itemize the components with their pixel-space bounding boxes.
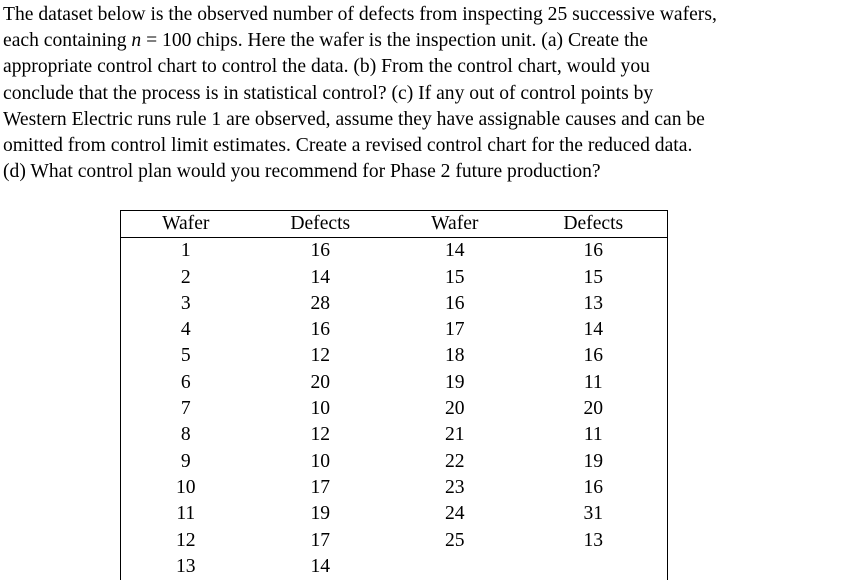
column-header-defects-2: Defects <box>519 210 668 239</box>
cell-defects-2 <box>520 554 668 580</box>
problem-line-2: each containing n = 100 chips. Here the … <box>3 28 839 54</box>
cell-defects-2: 13 <box>583 529 604 551</box>
cell-wafer: 4 <box>180 319 191 341</box>
column-header-wafer: Wafer <box>120 210 251 239</box>
cell-defects-2: 16 <box>583 240 604 262</box>
problem-line-6: omitted from control limit estimates. Cr… <box>3 135 693 157</box>
table-row: 11 19 24 31 <box>121 501 668 527</box>
cell-defects: 16 <box>310 240 331 262</box>
problem-line-2-start: each containing <box>3 30 132 52</box>
cell-defects-2: 14 <box>583 319 604 341</box>
cell-defects: 17 <box>310 476 331 498</box>
table-row: 10 17 23 16 <box>121 475 668 501</box>
cell-wafer-2: 15 <box>444 266 465 288</box>
cell-defects: 19 <box>310 503 331 525</box>
cell-wafer-2: 19 <box>444 371 465 393</box>
cell-wafer-2: 23 <box>444 476 465 498</box>
table-row: 12 17 25 13 <box>121 528 668 554</box>
problem-line-3: appropriate control chart to control the… <box>3 56 650 78</box>
cell-defects-2: 19 <box>583 450 604 472</box>
table-body: 1 16 14 16 2 14 15 15 3 28 16 13 4 16 17 14 5 12 18 16 6 20 19… <box>121 238 668 580</box>
cell-wafer-2: 16 <box>444 292 465 314</box>
cell-defects: 20 <box>310 371 331 393</box>
cell-wafer: 2 <box>180 266 191 288</box>
variable-n: n <box>131 30 142 52</box>
cell-defects-2: 16 <box>583 476 604 498</box>
cell-defects-2: 20 <box>583 398 604 420</box>
cell-wafer-2: 17 <box>444 319 465 341</box>
table-header-row: Wafer Defects Wafer Defects <box>120 210 668 239</box>
cell-wafer-2 <box>390 554 520 580</box>
problem-line-5: Western Electric runs rule 1 are observe… <box>3 108 705 130</box>
table-row: 9 10 22 19 <box>121 449 668 475</box>
cell-defects-2: 11 <box>583 371 603 393</box>
cell-wafer-2: 20 <box>444 398 465 420</box>
cell-defects: 12 <box>310 424 331 446</box>
cell-defects: 14 <box>310 266 331 288</box>
cell-defects-2: 15 <box>583 266 604 288</box>
problem-statement: The dataset below is the observed number… <box>3 2 839 185</box>
cell-wafer: 13 <box>175 555 196 577</box>
cell-wafer: 10 <box>175 476 196 498</box>
cell-defects: 28 <box>310 292 331 314</box>
cell-wafer: 11 <box>176 503 196 525</box>
cell-wafer: 5 <box>180 345 191 367</box>
cell-defects-2: 16 <box>583 345 604 367</box>
cell-wafer-2: 21 <box>444 424 465 446</box>
cell-defects: 12 <box>310 345 331 367</box>
cell-defects: 10 <box>310 398 331 420</box>
cell-defects: 16 <box>310 319 331 341</box>
cell-wafer-2: 14 <box>444 240 465 262</box>
cell-wafer: 3 <box>180 292 191 314</box>
table-row: 7 10 20 20 <box>121 396 668 422</box>
problem-line-7: (d) What control plan would you recommen… <box>3 161 601 183</box>
table-row: 6 20 19 11 <box>121 370 668 396</box>
cell-defects-2: 11 <box>583 424 603 446</box>
column-header-defects: Defects <box>250 210 391 239</box>
table-row: 1 16 14 16 <box>121 238 668 265</box>
cell-wafer: 1 <box>180 240 191 262</box>
problem-line-2-end: = 100 chips. Here the wafer is the inspe… <box>141 30 648 52</box>
table-row: 3 28 16 13 <box>121 291 668 317</box>
cell-wafer: 7 <box>180 398 191 420</box>
cell-wafer: 9 <box>180 450 191 472</box>
column-header-wafer-2: Wafer <box>390 210 520 239</box>
problem-line-4: conclude that the process is in statisti… <box>3 82 654 104</box>
cell-wafer: 6 <box>180 371 191 393</box>
cell-wafer-2: 22 <box>444 450 465 472</box>
table-row: 8 12 21 11 <box>121 422 668 448</box>
table-row: 4 16 17 14 <box>121 317 668 343</box>
cell-defects: 17 <box>310 529 331 551</box>
table-row: 2 14 15 15 <box>121 265 668 291</box>
problem-line-1: The dataset below is the observed number… <box>3 4 717 25</box>
cell-defects: 14 <box>310 555 331 577</box>
cell-wafer: 8 <box>180 424 191 446</box>
defects-table: Wafer Defects Wafer Defects 1 16 14 16 2 14 15… <box>120 210 668 581</box>
cell-defects: 10 <box>310 450 331 472</box>
table-row: 5 12 18 16 <box>121 343 668 369</box>
cell-wafer-2: 25 <box>444 529 465 551</box>
cell-wafer-2: 24 <box>444 503 465 525</box>
table-row: 13 14 <box>121 554 668 580</box>
cell-wafer: 12 <box>175 529 196 551</box>
cell-defects-2: 31 <box>583 503 604 525</box>
cell-wafer-2: 18 <box>444 345 465 367</box>
cell-defects-2: 13 <box>583 292 604 314</box>
